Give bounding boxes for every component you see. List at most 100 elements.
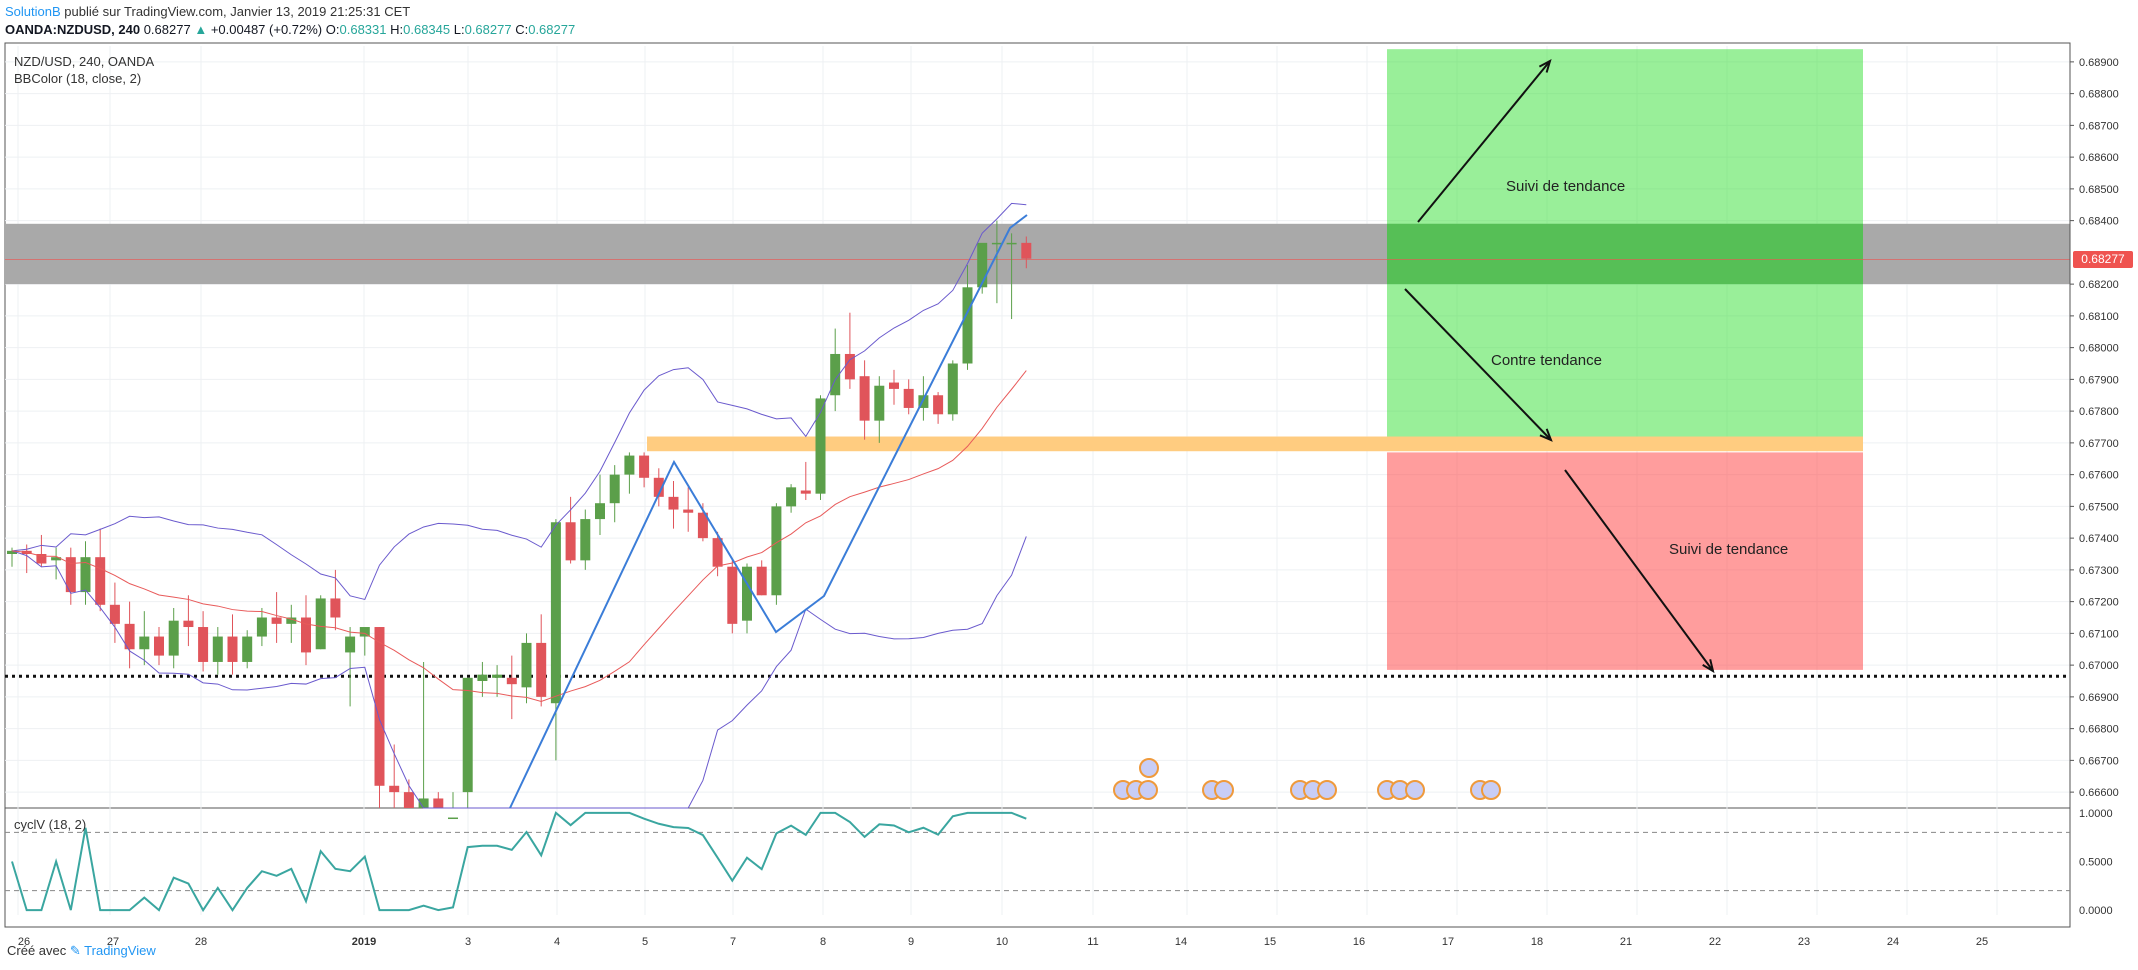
candle bbox=[521, 633, 532, 704]
price-tick-label: 0.67800 bbox=[2079, 406, 2119, 418]
candle bbox=[991, 220, 1002, 304]
candle-body bbox=[771, 506, 782, 596]
candle-body bbox=[374, 627, 385, 786]
arrow-trend-down-icon bbox=[1564, 469, 1715, 674]
impulse-drawing bbox=[509, 214, 1028, 809]
author-link[interactable]: SolutionB bbox=[5, 4, 61, 19]
candle bbox=[933, 392, 944, 424]
candle bbox=[301, 595, 311, 666]
candle bbox=[477, 661, 488, 697]
event-flag-icon bbox=[1138, 780, 1158, 800]
arrow-trend-down-icon-head bbox=[1702, 659, 1715, 674]
indicator-legend[interactable]: BBColor (18, close, 2) bbox=[14, 71, 142, 86]
change-value: +0.00487 (+0.72%) bbox=[210, 22, 323, 37]
tradingview-logo-icon[interactable]: ✎ bbox=[69, 943, 81, 958]
candle-body bbox=[286, 617, 297, 624]
candle bbox=[786, 484, 797, 513]
time-tick-label: 25 bbox=[1976, 936, 1988, 948]
open-value: 0.68331 bbox=[339, 22, 387, 37]
instrument-legend[interactable]: NZD/USD, 240, OANDA bbox=[14, 54, 155, 69]
candle bbox=[903, 379, 914, 415]
high-value: 0.68345 bbox=[403, 22, 451, 37]
candle bbox=[95, 528, 106, 612]
candle bbox=[492, 665, 503, 697]
price-tick-label: 0.67000 bbox=[2079, 660, 2119, 672]
time-tick-label: 23 bbox=[1798, 936, 1810, 948]
price-tick-label: 0.68000 bbox=[2079, 343, 2119, 355]
annotation-counter-trend[interactable]: Contre tendance bbox=[1491, 352, 1602, 369]
candle-body bbox=[124, 623, 135, 650]
candle-body bbox=[712, 538, 723, 567]
annotation-trend-up[interactable]: Suivi de tendance bbox=[1506, 178, 1626, 195]
candle-body bbox=[595, 503, 605, 520]
open-label: O: bbox=[325, 22, 340, 37]
candle-body bbox=[977, 242, 988, 288]
price-tick-label: 0.68200 bbox=[2079, 279, 2119, 291]
candle bbox=[256, 607, 267, 647]
candle-body bbox=[609, 474, 620, 504]
candle-body bbox=[462, 677, 473, 793]
candle bbox=[874, 376, 885, 443]
candle bbox=[742, 563, 752, 634]
time-tick-label: 11 bbox=[1087, 936, 1098, 948]
candle-body bbox=[212, 636, 223, 662]
candle-body bbox=[389, 785, 400, 793]
candle bbox=[653, 468, 664, 507]
ohlc-line: OANDA:NZDUSD, 240 0.68277 ▲ +0.00487 (+0… bbox=[5, 22, 575, 37]
last-price-tag: 0.68277 bbox=[2073, 251, 2133, 268]
candle-body bbox=[859, 376, 870, 421]
candle bbox=[448, 792, 458, 820]
candle bbox=[154, 627, 164, 666]
candle-body bbox=[198, 627, 209, 662]
price-tick-label: 0.68400 bbox=[2079, 216, 2119, 228]
high-label: H: bbox=[390, 22, 404, 37]
time-axis: 26 27 28 2019 3 4 5 7 8 9 10 11 14 15 16 17 18 21 22 23 24 25 bbox=[5, 926, 2070, 948]
candle bbox=[330, 569, 341, 631]
candle-body bbox=[403, 792, 414, 808]
price-tick-label: 0.66800 bbox=[2079, 724, 2119, 736]
candle bbox=[639, 452, 650, 488]
candle bbox=[683, 487, 694, 532]
symbol-line: OANDA:NZDUSD, 240 bbox=[5, 22, 141, 37]
price-tick-label: 0.66900 bbox=[2079, 692, 2119, 704]
time-tick-label: 27 bbox=[107, 936, 119, 948]
low-value: 0.68277 bbox=[464, 22, 512, 37]
annotation-trend-down[interactable]: Suivi de tendance bbox=[1669, 541, 1789, 558]
candle-body bbox=[65, 557, 76, 593]
candle-body bbox=[1021, 242, 1032, 259]
time-tick-label: 8 bbox=[820, 936, 826, 948]
candle bbox=[345, 627, 356, 707]
low-label: L: bbox=[453, 22, 465, 37]
bollinger-middle bbox=[11, 370, 1027, 702]
candle bbox=[227, 614, 238, 675]
candle-body bbox=[521, 642, 532, 688]
time-tick-label: 26 bbox=[18, 936, 30, 948]
candle bbox=[433, 792, 444, 808]
candle bbox=[844, 312, 855, 389]
time-tick-label: 7 bbox=[730, 936, 736, 948]
osc-tick-label: 0.5000 bbox=[2079, 857, 2113, 869]
candle bbox=[183, 595, 194, 647]
event-flag-icon bbox=[1139, 758, 1159, 778]
arrow-counter-trend-icon-head bbox=[1539, 428, 1553, 442]
candle-body bbox=[301, 617, 311, 653]
price-tick-label: 0.67100 bbox=[2079, 628, 2119, 640]
close-label: C: bbox=[515, 22, 529, 37]
candle bbox=[271, 592, 282, 643]
candle bbox=[374, 627, 385, 808]
time-tick-label: 5 bbox=[642, 936, 648, 948]
price-tick-label: 0.68600 bbox=[2079, 152, 2119, 164]
candle-body bbox=[418, 798, 429, 808]
candle-body bbox=[315, 598, 326, 650]
time-tick-label: 2019 bbox=[352, 936, 376, 948]
candle bbox=[506, 655, 517, 720]
tradingview-link[interactable]: TradingView bbox=[84, 943, 156, 958]
bollinger-upper bbox=[11, 202, 1027, 601]
candle bbox=[198, 611, 209, 672]
candle bbox=[359, 627, 370, 656]
candle-body bbox=[536, 642, 547, 697]
candle-body bbox=[844, 353, 855, 380]
candle-body bbox=[668, 496, 679, 510]
oscillator-legend[interactable]: cyclV (18, 2) bbox=[14, 817, 87, 832]
